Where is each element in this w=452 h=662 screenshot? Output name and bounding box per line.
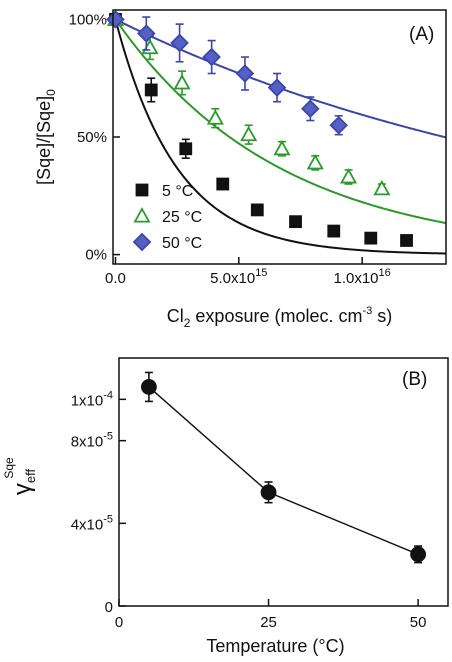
panel-b-y-tick-label: 4x10-5 xyxy=(71,513,113,533)
panel-a-series-1 xyxy=(106,10,391,196)
panel-a-legend-marker-2 xyxy=(132,232,152,252)
panel-b: 0 25 50 0 4x10-5 8x10-5 1x10-4 (B) γeff Sqe Te… xyxy=(2,357,449,656)
panel-b-y-tick-label: 1x10-4 xyxy=(71,389,113,409)
panel-a-ticks: 0.0 5.0x1015 1.0x1016 0% 50% 100% xyxy=(69,11,391,287)
panel-b-y-axis-title: γeff xyxy=(9,469,38,496)
panel-a-legend-marker-1 xyxy=(133,207,151,223)
panel-b-point xyxy=(260,484,277,501)
panel-a-point xyxy=(289,215,302,229)
panel-b-point xyxy=(410,546,426,563)
panel-b-x-tick-label: 50 xyxy=(410,614,427,631)
panel-a-y-axis-title-main: [Sqe]/[Sqe] xyxy=(34,96,54,185)
panel-b-label: (B) xyxy=(402,369,427,390)
panel-a-point xyxy=(327,224,341,238)
panel-a-legend-marker-0 xyxy=(135,183,149,197)
panel-a-point xyxy=(267,78,287,97)
panel-a-point xyxy=(144,83,158,97)
panel-a-legend-label-2: 50 °C xyxy=(162,235,202,252)
panel-a-point xyxy=(340,168,358,184)
panel-a-point xyxy=(206,109,224,125)
panel-b-y-tick-label: 0 xyxy=(105,599,113,616)
panel-a-series-2 xyxy=(106,10,348,136)
panel-a-point xyxy=(141,38,159,55)
panel-a-point xyxy=(216,177,230,191)
panel-a-x-axis-title: Cl2 exposure (molec. cm-3 s) xyxy=(167,305,393,330)
panel-a-x-tick-label: 1.0x1016 xyxy=(333,267,390,287)
panel-a-legend-label-0: 5 °C xyxy=(162,183,193,200)
panel-a-fit-curve-0 xyxy=(114,19,447,255)
panel-a-x-axis-title-sup: -3 xyxy=(362,305,372,317)
panel-a-point xyxy=(179,142,193,156)
panel-a-x-tick-label: 0.0 xyxy=(105,270,126,287)
panel-a-y-tick-label: 100% xyxy=(69,11,107,28)
panel-a-point xyxy=(106,10,125,29)
panel-a-series-0 xyxy=(109,13,413,247)
panel-b-x-axis-title: Temperature (°C) xyxy=(206,636,344,656)
panel-b-x-tick-label: 25 xyxy=(260,614,277,631)
panel-a-point xyxy=(364,231,378,245)
panel-a-legend: 5 °C 25 °C 50 °C xyxy=(132,183,202,252)
panel-a-x-axis-title-mid: exposure (molec. cm xyxy=(190,306,362,326)
panel-a-y-axis-title: [Sqe]/[Sqe]0 xyxy=(34,89,58,185)
panel-a-point xyxy=(400,234,413,247)
panel-a-x-axis-title-post: s) xyxy=(372,306,392,326)
panel-b-point xyxy=(141,379,157,395)
panel-b-y-axis-title-superscript: Sqe xyxy=(2,457,16,479)
panel-a-x-axis-title-sub: 2 xyxy=(184,316,191,330)
panel-a-x-axis-title-pre: Cl xyxy=(167,306,184,326)
panel-b-ticks: 0 25 50 0 4x10-5 8x10-5 1x10-4 xyxy=(71,389,427,631)
panel-a-legend-label-1: 25 °C xyxy=(162,209,202,226)
panel-a-point xyxy=(301,99,320,119)
panel-b-y-axis-title-sub: eff xyxy=(23,469,38,484)
panel-a-y-axis-title-subscript: 0 xyxy=(44,89,58,96)
panel-a-x-tick-label: 5.0x1015 xyxy=(210,267,267,287)
panel-a-y-tick-label: 0% xyxy=(85,247,107,264)
panel-a-point xyxy=(137,24,156,43)
panel-b-y-tick-label: 8x10-5 xyxy=(71,431,113,451)
panel-a-label: (A) xyxy=(409,24,434,45)
panel-a-point xyxy=(373,179,391,196)
panel-a-point xyxy=(235,64,255,83)
panel-b-x-tick-label: 0 xyxy=(115,614,123,631)
panel-a-y-tick-label: 50% xyxy=(77,129,107,146)
panel-a-point xyxy=(273,139,291,156)
panel-b-y-axis-title-gamma: γ xyxy=(9,483,36,495)
panel-a-point xyxy=(240,125,258,142)
panel-b-data-points xyxy=(141,371,426,564)
panel-a-point xyxy=(202,47,221,67)
panel-a-plot-frame xyxy=(112,9,447,265)
panel-a-point xyxy=(170,33,189,53)
panel-a-point xyxy=(329,115,348,135)
panel-b-plot-frame xyxy=(118,357,449,607)
panel-a-fit-curve-2 xyxy=(115,18,447,139)
panel-b-connecting-line xyxy=(148,386,419,555)
panel-a-point xyxy=(250,203,264,217)
panel-a-fit-curve-1 xyxy=(114,18,447,225)
panel-a-point xyxy=(306,154,324,170)
panel-a-data-points xyxy=(106,10,413,247)
panel-a-point xyxy=(173,74,191,90)
panel-b-series-line xyxy=(148,386,419,555)
